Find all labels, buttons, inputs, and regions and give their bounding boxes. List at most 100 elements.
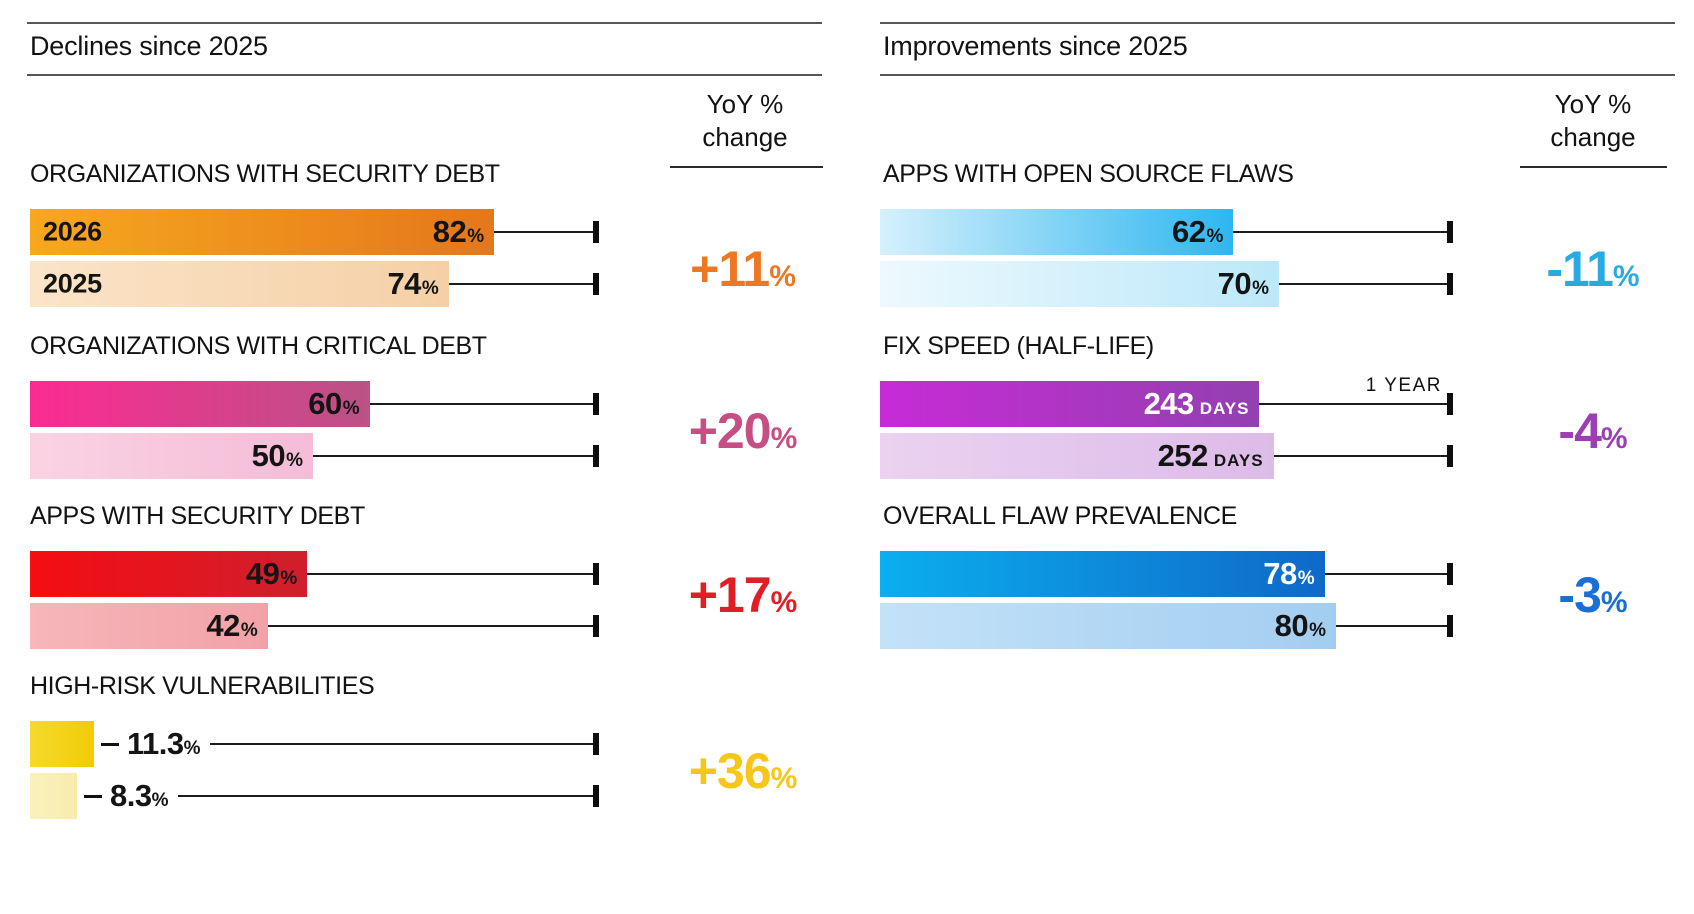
- one-year-label: 1 YEAR: [1365, 375, 1442, 396]
- bar-value: 62%: [1172, 214, 1224, 249]
- bar-2026: 243 DAYS: [880, 381, 1260, 427]
- axis-tick: [593, 733, 599, 755]
- section-title: APPS WITH OPEN SOURCE FLAWS: [883, 160, 1294, 188]
- axis-tick: [1447, 615, 1453, 637]
- bar-row-2025: 70%: [880, 261, 1453, 307]
- bar-2026: [30, 721, 94, 767]
- bar-value: 82%: [432, 214, 485, 249]
- bar-2026: 49%: [30, 551, 308, 597]
- yoy-header-line1: YoY %: [706, 89, 784, 119]
- bar-value: 60%: [308, 386, 360, 421]
- bar-2025: 252 DAYS: [880, 433, 1274, 479]
- section-title: APPS WITH SECURITY DEBT: [30, 502, 365, 530]
- axis-tick: [593, 445, 599, 467]
- section-title: OVERALL FLAW PREVALENCE: [883, 502, 1237, 530]
- connector-line: [1336, 625, 1450, 627]
- connector-line: [267, 625, 596, 627]
- connector-line: [494, 231, 596, 233]
- section-orgs-critical-debt: ORGANIZATIONS WITH CRITICAL DEBT 60% 50%: [30, 332, 630, 482]
- value-dash: [100, 742, 119, 746]
- bar-row-2025: 252 DAYS: [880, 433, 1453, 479]
- section-apps-open-source-flaws: APPS WITH OPEN SOURCE FLAWS 62% 70%: [880, 160, 1480, 310]
- bar-2026: 62%: [880, 209, 1234, 255]
- yoy-header-underline: [670, 166, 823, 168]
- bar-value: 11.3%: [126, 726, 201, 761]
- yoy-change-value: -3%: [1558, 567, 1628, 623]
- section-high-risk-vulnerabilities: HIGH-RISK VULNERABILITIES 11.3% 8.3%: [30, 672, 630, 822]
- section-title: HIGH-RISK VULNERABILITIES: [30, 672, 375, 700]
- bar-value: 74%: [387, 266, 439, 301]
- bar-value: 78%: [1263, 556, 1315, 591]
- right-panel-title: Improvements since 2025: [883, 31, 1188, 61]
- bar-row-2025: 8.3%: [30, 773, 599, 819]
- value-dash: [83, 794, 102, 798]
- section-title: ORGANIZATIONS WITH CRITICAL DEBT: [30, 332, 487, 360]
- axis-tick: [593, 273, 599, 295]
- axis-tick: [593, 785, 599, 807]
- section-overall-flaw-prevalence: OVERALL FLAW PREVALENCE 78% 80%: [880, 502, 1480, 652]
- yoy-change-value: -4%: [1558, 403, 1628, 459]
- bar-value: 80%: [1274, 608, 1326, 643]
- section-orgs-security-debt: ORGANIZATIONS WITH SECURITY DEBT 2026 82…: [30, 160, 630, 310]
- bar-value: 8.3%: [109, 778, 169, 813]
- connector-line: [1273, 455, 1450, 457]
- bar-2025: 70%: [880, 261, 1279, 307]
- divider-line: [880, 74, 1675, 76]
- section-fix-speed: FIX SPEED (HALF-LIFE) 243 DAYS 1 YEAR 252…: [880, 332, 1480, 482]
- axis-tick: [1447, 273, 1453, 295]
- axis-tick: [1447, 393, 1453, 415]
- axis-tick: [593, 615, 599, 637]
- yoy-change-value: +20%: [688, 403, 798, 459]
- bar-2025: [30, 773, 77, 819]
- bar-year-label: 2025: [43, 268, 102, 299]
- yoy-column-header: YoY % change: [1468, 88, 1694, 154]
- yoy-change-value: +36%: [688, 743, 798, 799]
- bar-2025: 80%: [880, 603, 1336, 649]
- divider-line: [27, 22, 822, 24]
- connector-line: [448, 283, 596, 285]
- bar-value: 50%: [251, 438, 303, 473]
- yoy-column-header: YoY % change: [620, 88, 870, 154]
- left-panel-title: Declines since 2025: [30, 31, 268, 61]
- connector-line: [178, 795, 596, 797]
- bar-row-2025: 50%: [30, 433, 599, 479]
- connector-line: [313, 455, 596, 457]
- bar-row-2026: 60%: [30, 381, 599, 427]
- section-title: FIX SPEED (HALF-LIFE): [883, 332, 1154, 360]
- yoy-header-underline: [1520, 166, 1667, 168]
- yoy-change-value: -11%: [1546, 241, 1640, 297]
- yoy-header-line1: YoY %: [1554, 89, 1632, 119]
- connector-line: [1233, 231, 1450, 233]
- connector-line: [1324, 573, 1450, 575]
- bar-2025: 50%: [30, 433, 313, 479]
- connector-line: [1279, 283, 1450, 285]
- bar-2025: 42%: [30, 603, 268, 649]
- yoy-header-line2: change: [702, 122, 788, 152]
- bar-value: 49%: [245, 556, 298, 591]
- bar-value: 243 DAYS: [1143, 386, 1250, 421]
- bar-row-2025: 80%: [880, 603, 1453, 649]
- bar-row-2026: 11.3%: [30, 721, 599, 767]
- axis-tick: [1447, 445, 1453, 467]
- bar-row-2026: 243 DAYS 1 YEAR: [880, 375, 1453, 427]
- bar-value: 70%: [1217, 266, 1269, 301]
- divider-line: [27, 74, 822, 76]
- axis-tick: [593, 393, 599, 415]
- bar-row-2026: 49%: [30, 551, 599, 597]
- section-apps-security-debt: APPS WITH SECURITY DEBT 49% 42%: [30, 502, 630, 652]
- axis-tick: [1447, 563, 1453, 585]
- axis-tick: [1447, 221, 1453, 243]
- yoy-change-value: +17%: [688, 567, 798, 623]
- bar-value: 252 DAYS: [1157, 438, 1264, 473]
- bar-2025: 2025 74%: [30, 261, 449, 307]
- connector-line: [1259, 403, 1450, 405]
- bar-row-2026: 78%: [880, 551, 1453, 597]
- bar-2026: 60%: [30, 381, 370, 427]
- bar-row-2025: 42%: [30, 603, 599, 649]
- bar-2026: 78%: [880, 551, 1325, 597]
- bar-value: 42%: [206, 608, 258, 643]
- bar-2026: 2026 82%: [30, 209, 495, 255]
- bar-row-2026: 62%: [880, 209, 1453, 255]
- yoy-change-value: +11%: [690, 241, 796, 297]
